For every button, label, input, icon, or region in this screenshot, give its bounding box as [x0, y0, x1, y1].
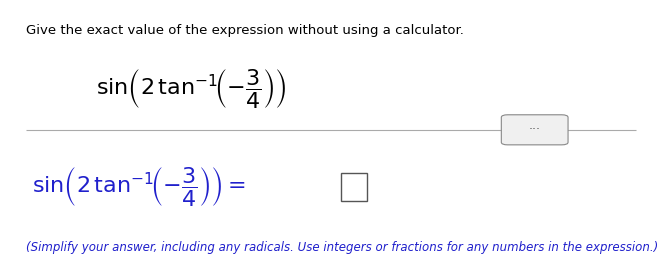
- Text: $\sin\!\left(2\,\tan^{-1}\!\!\left(-\dfrac{3}{4}\right)\right)$: $\sin\!\left(2\,\tan^{-1}\!\!\left(-\dfr…: [96, 67, 287, 110]
- Text: (Simplify your answer, including any radicals. Use integers or fractions for any: (Simplify your answer, including any rad…: [26, 241, 658, 254]
- FancyBboxPatch shape: [340, 173, 367, 201]
- Text: Give the exact value of the expression without using a calculator.: Give the exact value of the expression w…: [26, 23, 464, 36]
- Text: $\sin\!\left(2\,\tan^{-1}\!\!\left(-\dfrac{3}{4}\right)\right)=$: $\sin\!\left(2\,\tan^{-1}\!\!\left(-\dfr…: [32, 165, 246, 208]
- Text: ···: ···: [528, 123, 540, 136]
- FancyBboxPatch shape: [501, 115, 568, 145]
